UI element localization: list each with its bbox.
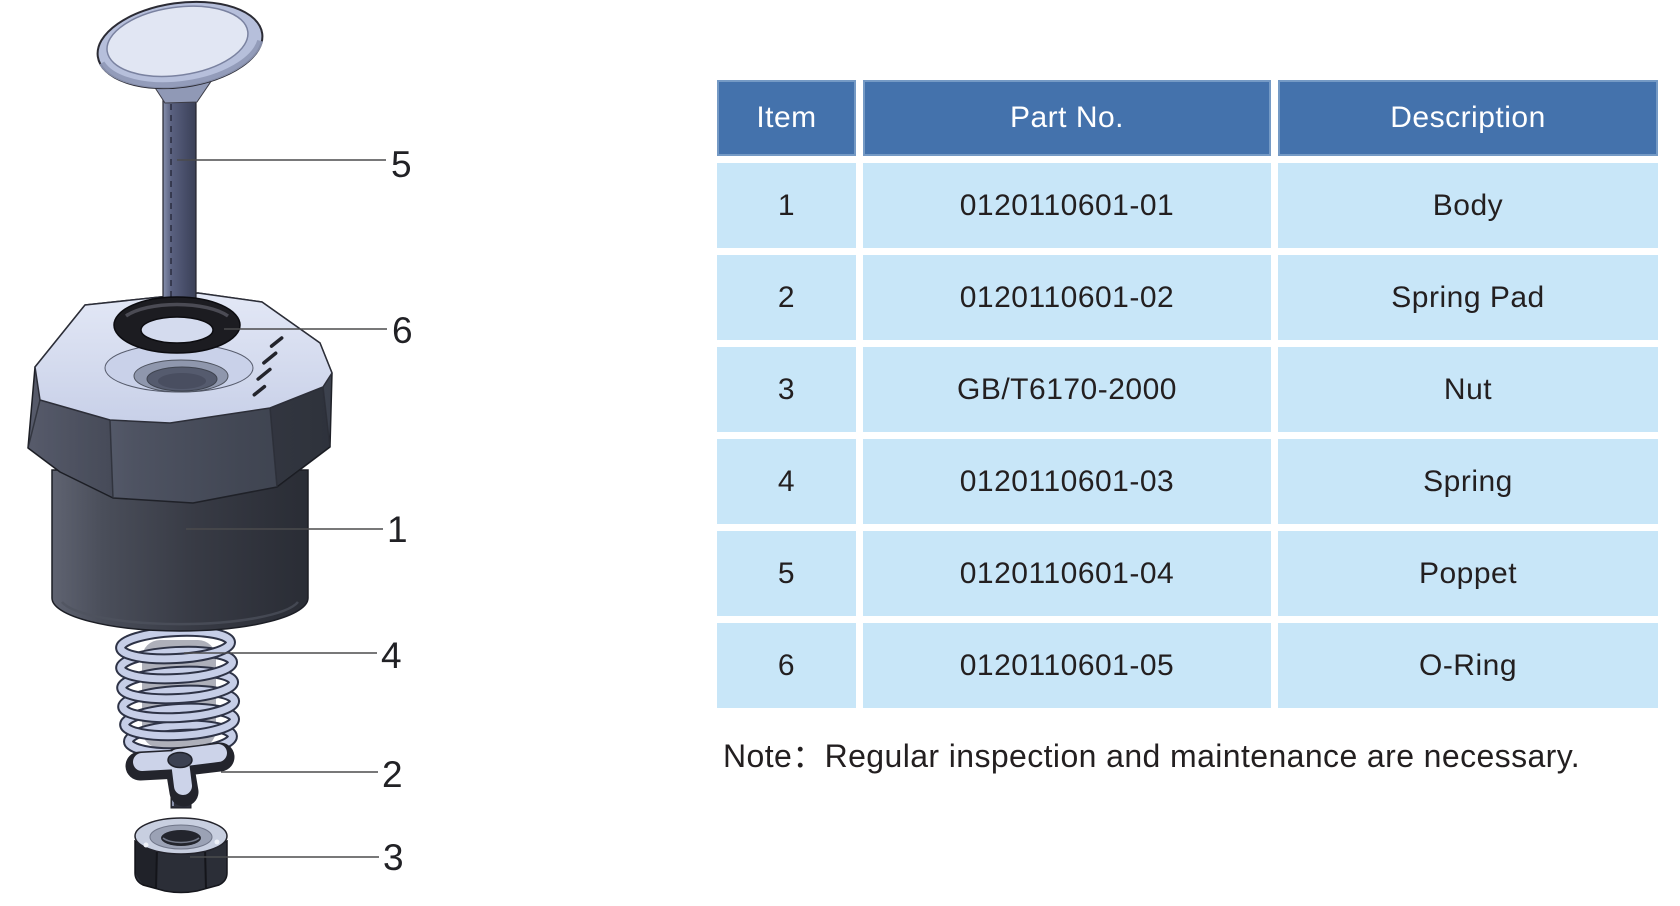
header-cell-description: Description — [1278, 80, 1658, 156]
callout-label-o-ring: 6 — [392, 310, 413, 351]
cell-description-row1: Body — [1278, 163, 1658, 248]
cell-item-row5: 5 — [717, 531, 856, 616]
cell-part-no-row6: 0120110601-05 — [863, 623, 1271, 708]
o-ring-drawing — [113, 296, 241, 354]
note-text: Note：Regular inspection and maintenance … — [723, 738, 1581, 774]
cell-description-row3: Nut — [1278, 347, 1658, 432]
parts-table: Item Part No. Description 1 0120110601-0… — [717, 80, 1658, 708]
header-cell-item: Item — [717, 80, 856, 156]
callout-label-spring-pad: 2 — [382, 754, 403, 795]
callouts: 5 6 1 4 2 3 — [177, 144, 413, 878]
nut-drawing — [134, 817, 228, 894]
body-drawing — [27, 292, 333, 632]
cell-description-row2: Spring Pad — [1278, 255, 1658, 340]
cell-part-no-row2: 0120110601-02 — [863, 255, 1271, 340]
callout-label-poppet: 5 — [391, 144, 412, 185]
cell-part-no-row1: 0120110601-01 — [863, 163, 1271, 248]
cell-item-row6: 6 — [717, 623, 856, 708]
cell-description-row6: O-Ring — [1278, 623, 1658, 708]
callout-label-spring: 4 — [381, 635, 402, 676]
cell-item-row4: 4 — [717, 439, 856, 524]
cell-item-row3: 3 — [717, 347, 856, 432]
header-cell-part-no: Part No. — [863, 80, 1271, 156]
callout-label-nut: 3 — [383, 837, 404, 878]
callout-label-body: 1 — [387, 509, 408, 550]
cell-item-row2: 2 — [717, 255, 856, 340]
cell-part-no-row5: 0120110601-04 — [863, 531, 1271, 616]
poppet-drawing — [96, 0, 264, 313]
body-engraving-marks — [252, 336, 284, 397]
cell-part-no-row3: GB/T6170-2000 — [863, 347, 1271, 432]
cell-part-no-row4: 0120110601-03 — [863, 439, 1271, 524]
cell-item-row1: 1 — [717, 163, 856, 248]
cell-description-row4: Spring — [1278, 439, 1658, 524]
cell-description-row5: Poppet — [1278, 531, 1658, 616]
spring-pad-drawing — [125, 742, 235, 809]
spring-drawing — [115, 625, 241, 759]
exploded-view-diagram: 5 6 1 4 2 3 — [27, 0, 413, 894]
